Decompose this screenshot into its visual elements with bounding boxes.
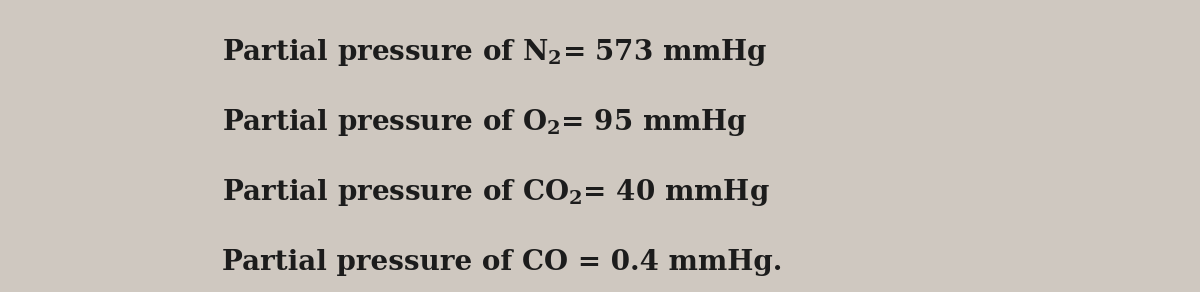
Text: Partial pressure of $\mathregular{N_2}$= 573 mmHg: Partial pressure of $\mathregular{N_2}$=… bbox=[222, 37, 768, 68]
Text: Partial pressure of $\mathregular{CO_2}$= 40 mmHg: Partial pressure of $\mathregular{CO_2}$… bbox=[222, 177, 770, 208]
Text: Partial pressure of $\mathregular{O_2}$= 95 mmHg: Partial pressure of $\mathregular{O_2}$=… bbox=[222, 107, 748, 138]
Text: Partial pressure of CO = 0.4 mmHg.: Partial pressure of CO = 0.4 mmHg. bbox=[222, 249, 782, 276]
